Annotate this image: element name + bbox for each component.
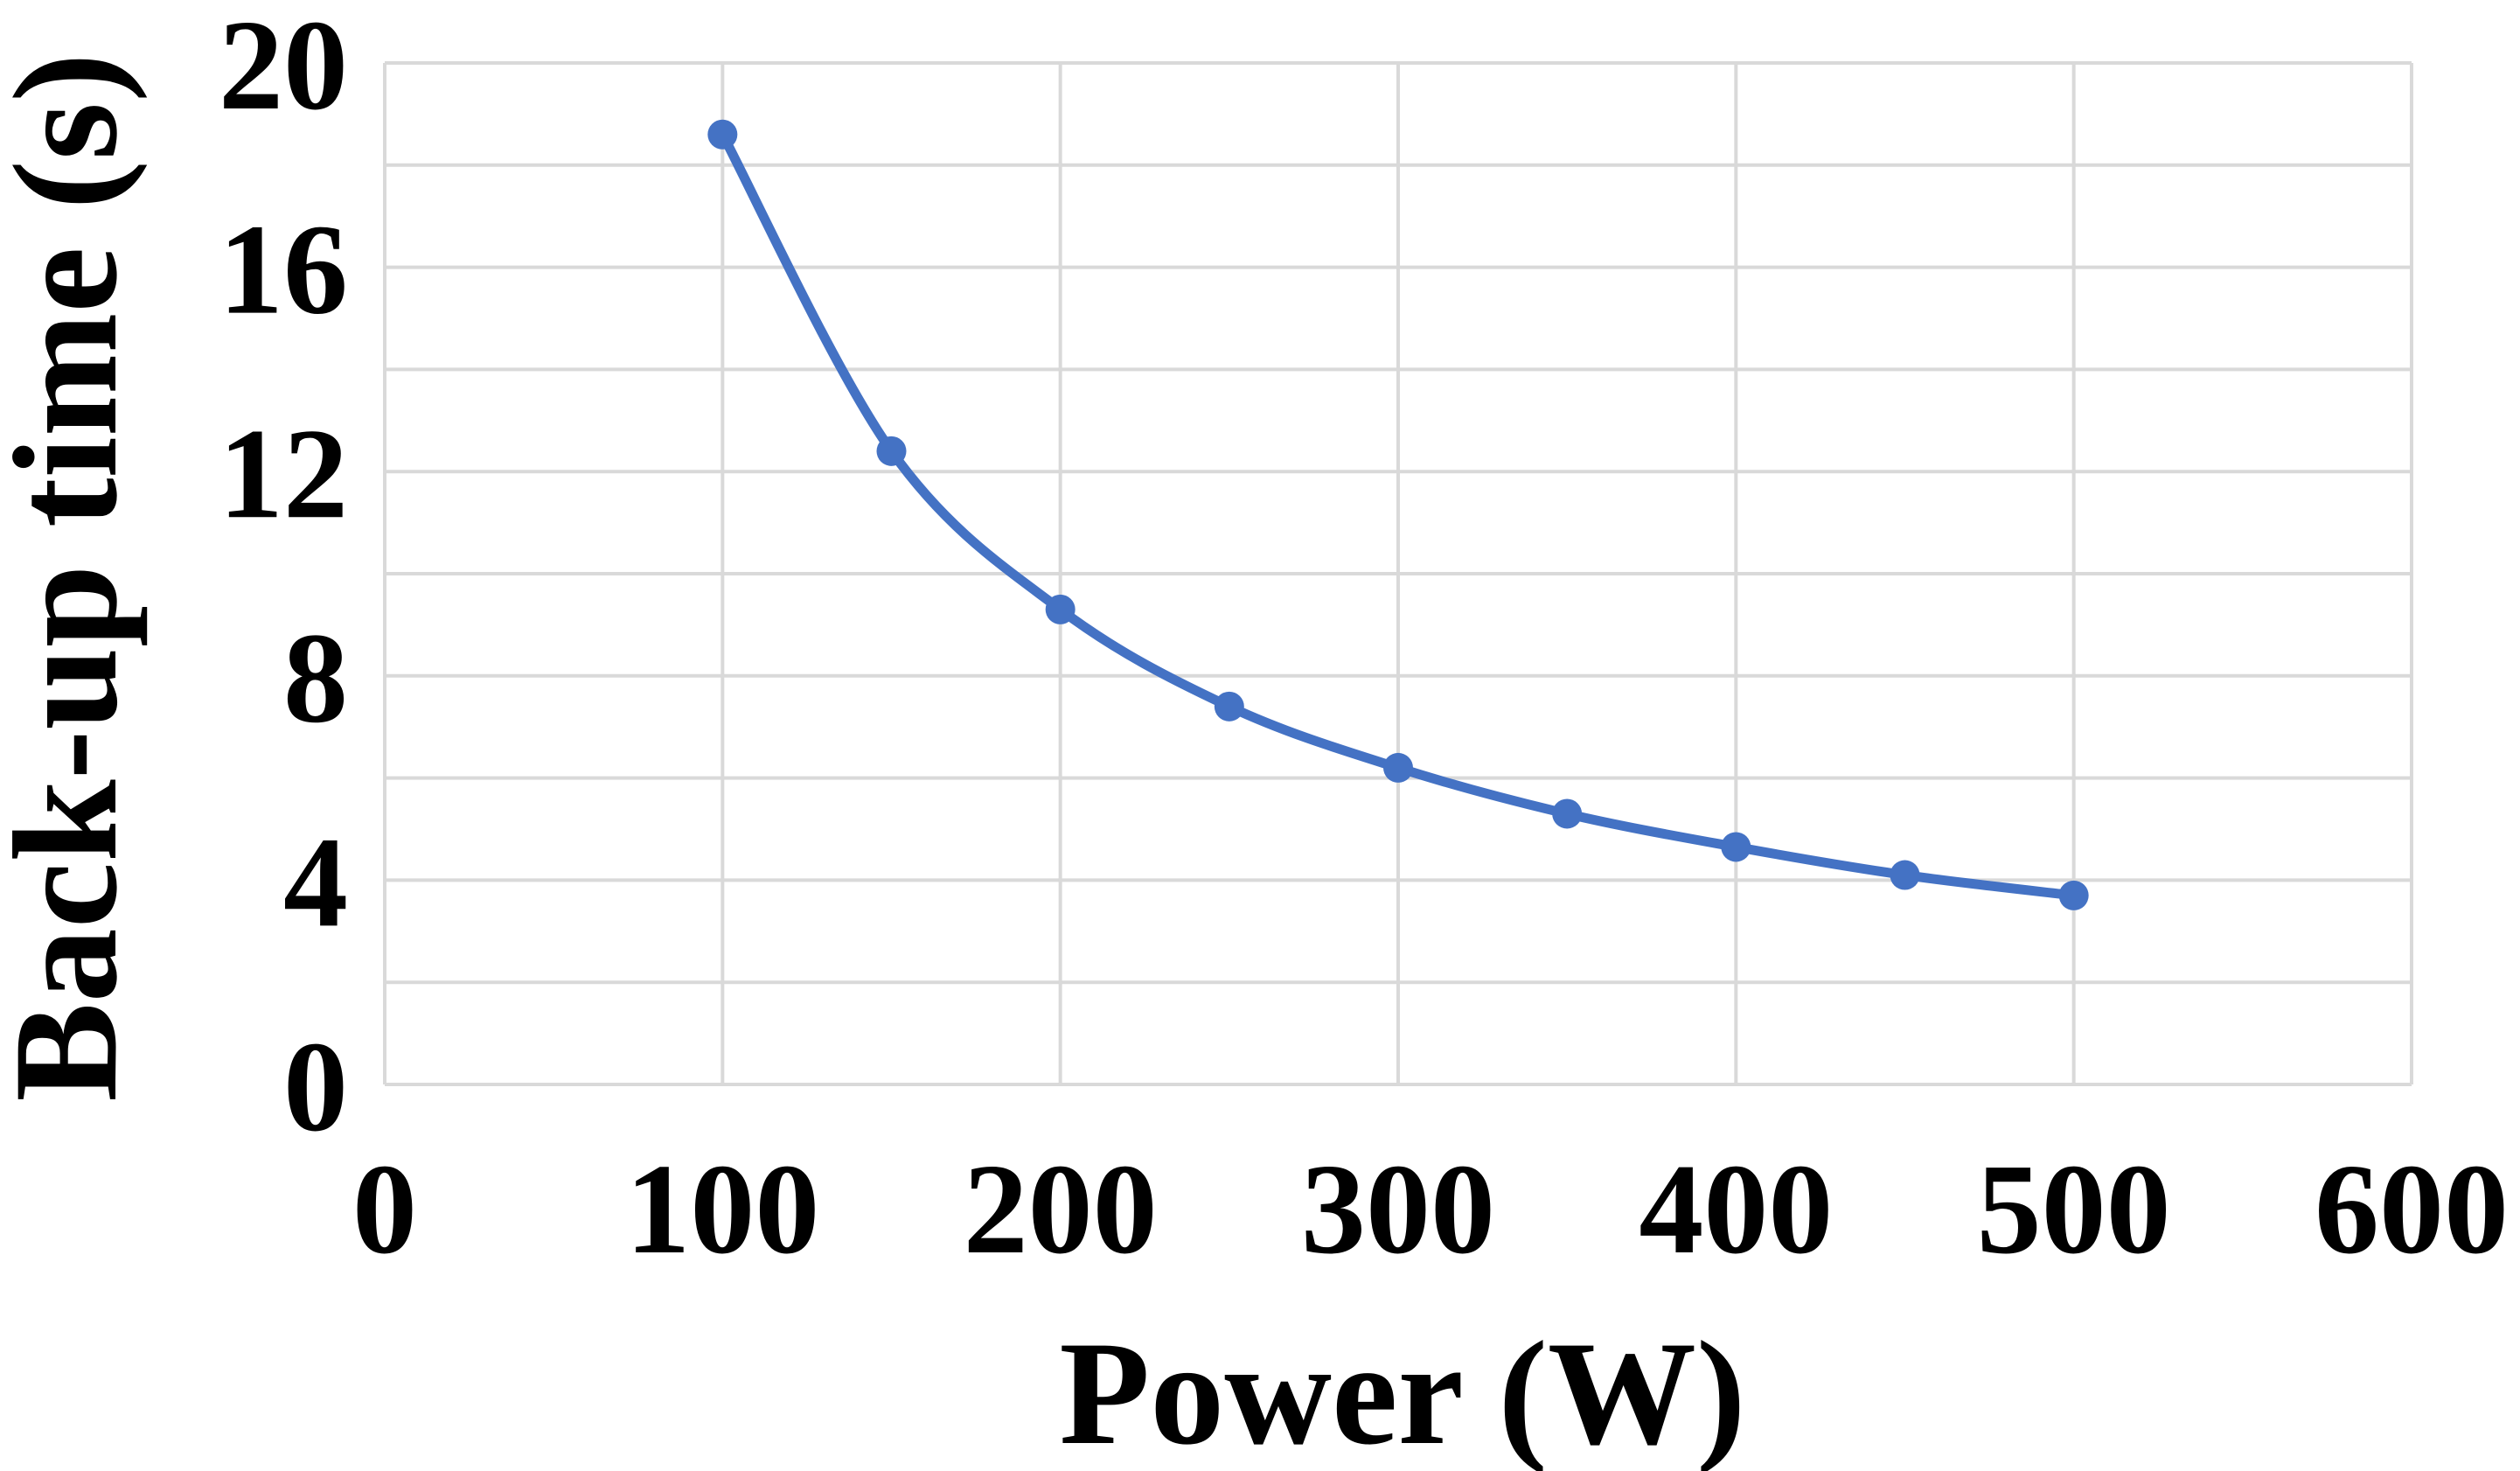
y-tick-label: 8 bbox=[283, 607, 348, 750]
y-tick-label: 20 bbox=[219, 0, 348, 137]
y-tick-label: 4 bbox=[283, 811, 348, 954]
tick-labels: 0 100 200 300 400 500 600 0 4 8 12 16 20 bbox=[219, 0, 2509, 1281]
x-axis-title: Power (W) bbox=[1059, 1311, 1745, 1471]
y-tick-label: 0 bbox=[283, 1015, 348, 1159]
x-tick-label: 0 bbox=[352, 1138, 417, 1281]
y-tick-label: 12 bbox=[219, 402, 348, 546]
x-tick-label: 200 bbox=[964, 1138, 1158, 1281]
y-axis-title: Back-up time (s) bbox=[0, 52, 148, 1101]
data-point bbox=[876, 436, 907, 466]
x-tick-label: 300 bbox=[1301, 1138, 1495, 1281]
data-point bbox=[2058, 880, 2089, 910]
data-point bbox=[1045, 594, 1076, 624]
data-point bbox=[707, 119, 738, 150]
data-point bbox=[1552, 798, 1583, 829]
x-tick-label: 500 bbox=[1977, 1138, 2171, 1281]
x-tick-label: 100 bbox=[625, 1138, 819, 1281]
series-layer bbox=[707, 119, 2089, 910]
data-point bbox=[1214, 691, 1244, 722]
data-point bbox=[1890, 860, 1920, 890]
grid bbox=[383, 61, 2413, 1086]
y-tick-label: 16 bbox=[219, 199, 348, 342]
x-tick-label: 400 bbox=[1639, 1138, 1833, 1281]
x-tick-label: 600 bbox=[2315, 1138, 2509, 1281]
data-point bbox=[1383, 752, 1413, 783]
data-point bbox=[1721, 832, 1751, 862]
